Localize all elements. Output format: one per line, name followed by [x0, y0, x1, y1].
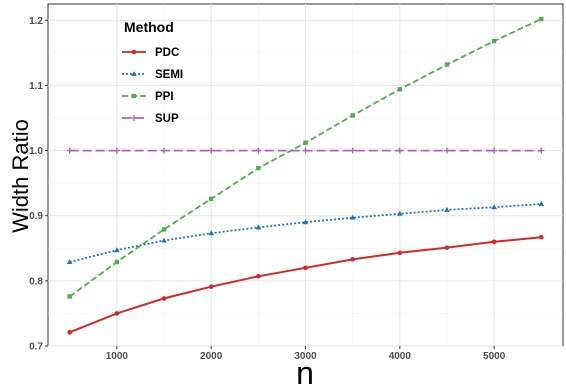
- data-point-ppi: [350, 113, 355, 118]
- y-tick-label: 1.2: [29, 16, 43, 27]
- y-tick-label: 1.0: [29, 146, 43, 157]
- data-point-semi: [397, 210, 403, 216]
- legend-marker-semi: [131, 71, 137, 76]
- y-axis-title: Width Ratio: [8, 119, 33, 233]
- data-point-pdc: [303, 265, 308, 271]
- data-point-ppi: [208, 196, 214, 201]
- data-point-sup: [255, 147, 262, 154]
- legend: Method PDC SEMI PPI SUP: [122, 19, 183, 125]
- data-point-ppi: [67, 294, 72, 299]
- legend-label-ppi: PPI: [155, 91, 174, 103]
- legend-title: Method: [124, 19, 174, 35]
- data-point-pdc: [491, 239, 497, 245]
- data-point-pdc: [539, 234, 544, 240]
- data-point-sup: [113, 147, 120, 154]
- data-point-semi: [208, 230, 214, 236]
- data-point-pdc: [67, 330, 72, 335]
- data-point-sup: [302, 147, 309, 154]
- data-point-semi: [161, 237, 167, 243]
- data-point-pdc: [114, 311, 120, 316]
- data-point-ppi: [303, 140, 308, 145]
- data-point-pdc: [256, 273, 261, 279]
- data-point-sup: [538, 147, 545, 154]
- series-layer: [66, 16, 545, 335]
- data-point-sup: [443, 147, 450, 154]
- legend-label-pdc: PDC: [155, 47, 179, 59]
- data-point-ppi: [539, 16, 544, 22]
- data-point-pdc: [350, 257, 355, 262]
- x-tick-label: 5000: [483, 351, 506, 362]
- x-tick-label: 3000: [294, 351, 317, 362]
- legend-label-semi: SEMI: [155, 69, 183, 81]
- legend-marker-sup: [131, 115, 137, 121]
- legend-marker-ppi: [131, 93, 137, 99]
- data-point-ppi: [256, 165, 261, 171]
- data-point-sup: [66, 147, 73, 154]
- data-point-semi: [114, 247, 120, 253]
- x-tick-label: 4000: [389, 351, 412, 362]
- data-point-pdc: [397, 250, 403, 256]
- data-point-pdc: [161, 296, 167, 301]
- data-point-sup: [396, 147, 403, 154]
- data-point-sup: [491, 147, 498, 154]
- legend-marker-pdc: [131, 49, 137, 55]
- data-point-ppi: [161, 227, 167, 232]
- data-point-sup: [208, 147, 215, 154]
- legend-label-sup: SUP: [155, 113, 179, 125]
- data-point-semi: [255, 224, 262, 230]
- y-tick-label: 0.9: [29, 211, 43, 222]
- data-point-ppi: [397, 87, 403, 92]
- y-tick-label: 0.8: [29, 276, 43, 287]
- data-point-sup: [161, 147, 168, 154]
- x-axis-title: n: [296, 355, 314, 387]
- data-point-ppi: [114, 259, 120, 265]
- data-point-semi: [66, 258, 73, 264]
- data-point-sup: [349, 147, 356, 154]
- data-point-ppi: [444, 62, 450, 67]
- data-point-pdc: [444, 245, 450, 250]
- x-tick-label: 1000: [106, 351, 129, 362]
- series-line-semi: [69, 203, 542, 263]
- y-tick-label: 0.7: [29, 342, 43, 353]
- data-point-ppi: [491, 38, 497, 44]
- y-tick-label: 1.1: [29, 81, 43, 92]
- data-point-semi: [444, 206, 450, 212]
- data-point-semi: [302, 219, 309, 225]
- data-point-semi: [491, 204, 497, 210]
- data-point-semi: [349, 214, 356, 220]
- data-point-pdc: [208, 284, 214, 290]
- x-tick-label: 2000: [200, 351, 223, 362]
- axis-layer: 1000 2000 3000 4000 5000 0.7 0.8 0.9 1.0 1.1 1.2: [29, 16, 506, 362]
- data-point-semi: [538, 200, 545, 206]
